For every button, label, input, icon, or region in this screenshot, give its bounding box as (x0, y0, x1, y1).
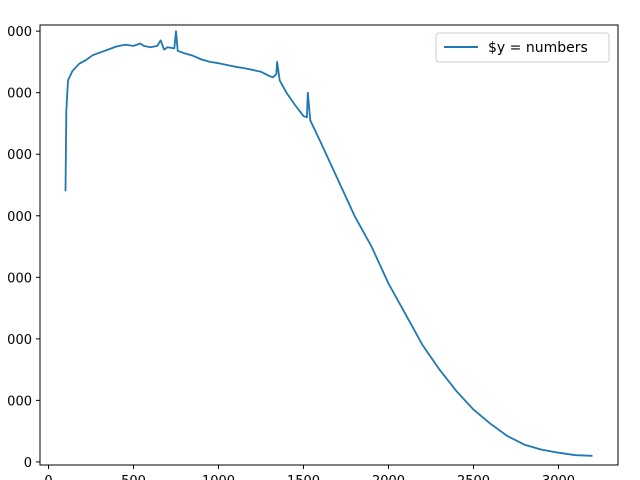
x-axis-ticks: 0 500 1000 1500 2000 2500 3000 (44, 465, 575, 480)
y-tick-label: 000 (7, 148, 32, 163)
x-tick-label: 0 (44, 474, 52, 480)
series-line (64, 30, 593, 457)
y-tick-label: 000 (7, 25, 32, 40)
y-tick-label: 000 (7, 271, 32, 286)
x-tick-label: 3000 (542, 474, 575, 480)
x-tick-label: 1500 (287, 474, 320, 480)
y-tick-label: 000 (7, 87, 32, 102)
x-tick-label: 2500 (457, 474, 490, 480)
legend-label: $y = numbers (488, 40, 588, 56)
x-tick-label: 500 (121, 474, 146, 480)
legend: $y = numbers (435, 32, 610, 63)
x-tick-label: 1000 (202, 474, 235, 480)
y-tick-label: 000 (7, 333, 32, 348)
x-tick-label: 2000 (372, 474, 405, 480)
y-tick-label: 000 (7, 210, 32, 225)
y-tick-label: 0 (24, 456, 32, 471)
y-tick-label: 000 (7, 394, 32, 409)
series-layer (64, 30, 593, 457)
legend-box (435, 32, 610, 63)
plot-area (39, 24, 619, 466)
